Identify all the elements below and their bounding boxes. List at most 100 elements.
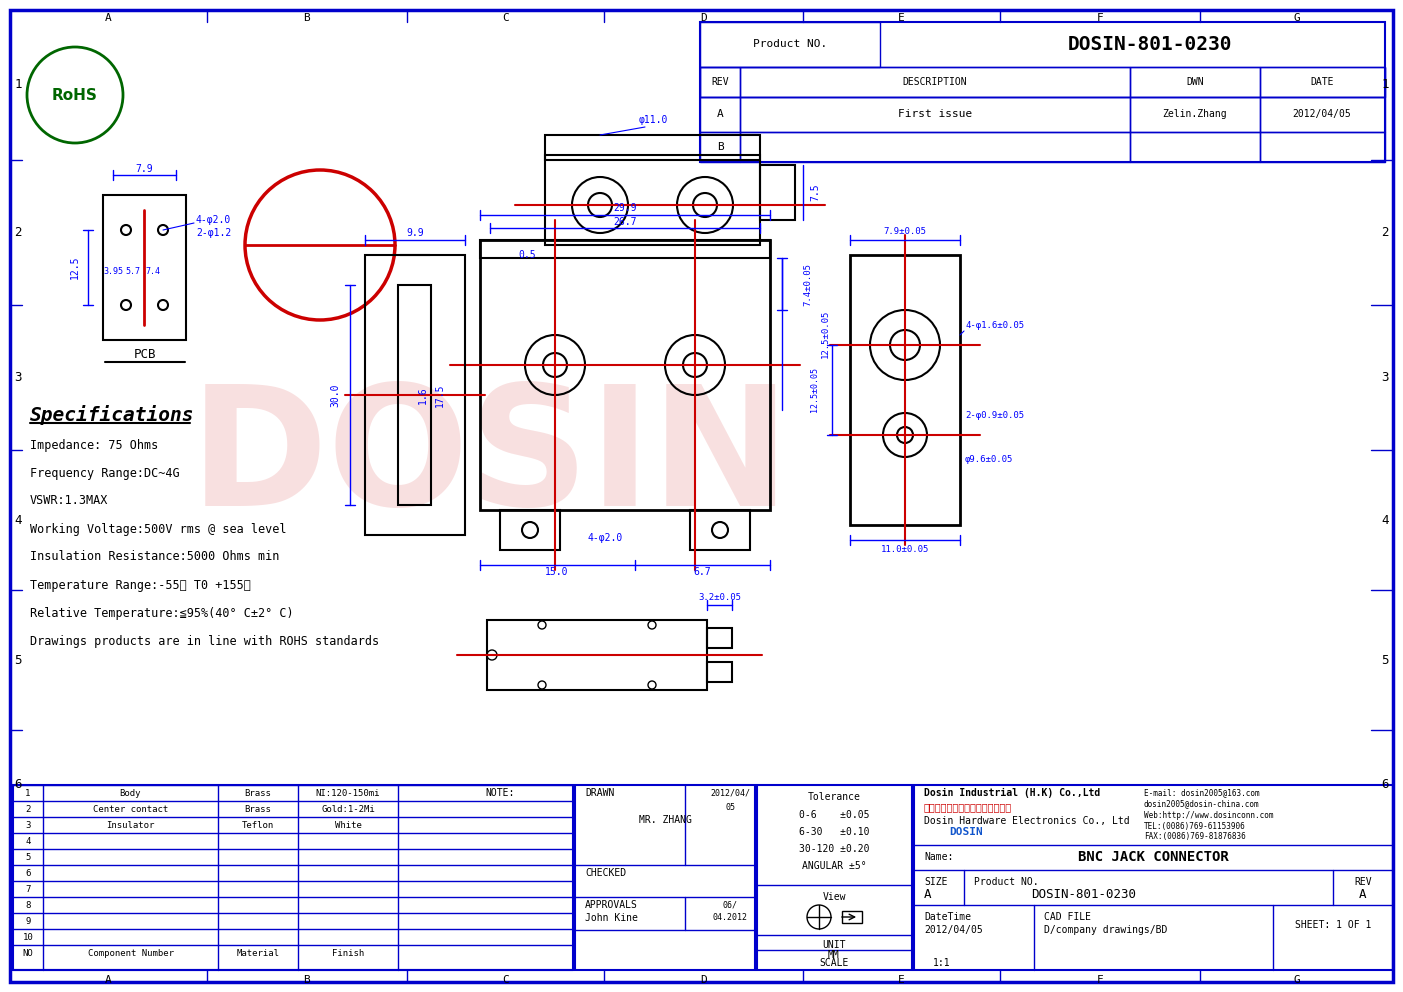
Text: NI:120-150mi: NI:120-150mi [316, 789, 380, 798]
Text: View: View [822, 892, 846, 902]
Text: 7.5: 7.5 [810, 184, 819, 200]
Text: Zelin.Zhang: Zelin.Zhang [1163, 109, 1228, 119]
Text: 05: 05 [725, 803, 735, 811]
Text: 9: 9 [25, 917, 31, 926]
Text: 29.9: 29.9 [613, 203, 637, 213]
Bar [700, 132, 739, 162]
Bar [398, 285, 431, 505]
Text: DOSIN: DOSIN [948, 827, 982, 837]
Bar [850, 255, 960, 525]
Text: 8: 8 [25, 901, 31, 910]
Text: D: D [700, 975, 707, 985]
Text: PCB: PCB [133, 348, 156, 361]
Text: 30.0: 30.0 [330, 383, 340, 407]
Bar [1260, 132, 1385, 162]
Text: 2-φ0.9±0.05: 2-φ0.9±0.05 [965, 411, 1024, 420]
Text: 26.7: 26.7 [613, 217, 637, 227]
Text: 2: 2 [1381, 226, 1389, 239]
Text: Product NO.: Product NO. [974, 877, 1038, 887]
Text: DESCRIPTION: DESCRIPTION [902, 77, 967, 87]
Text: John Kine: John Kine [585, 913, 638, 923]
Text: DRAWN: DRAWN [585, 788, 615, 798]
Bar [1129, 132, 1260, 162]
Text: 6-30   ±0.10: 6-30 ±0.10 [798, 827, 870, 837]
Text: C: C [502, 975, 509, 985]
Bar [700, 22, 880, 67]
Text: Relative Temperature:≦95%(40° C±2° C): Relative Temperature:≦95%(40° C±2° C) [29, 606, 293, 619]
Text: 0.5: 0.5 [518, 250, 536, 260]
Text: Body: Body [119, 789, 142, 798]
Text: Finish: Finish [333, 948, 365, 957]
Text: 5.7: 5.7 [125, 268, 140, 277]
Text: 4: 4 [25, 836, 31, 845]
Text: 1: 1 [14, 78, 22, 91]
Text: Component Number: Component Number [87, 948, 174, 957]
Text: φ9.6±0.05: φ9.6±0.05 [965, 455, 1013, 464]
Text: 7: 7 [25, 885, 31, 894]
Text: C: C [502, 13, 509, 23]
Text: REV: REV [711, 77, 728, 87]
Bar [1129, 97, 1260, 132]
Bar [690, 510, 751, 550]
Text: 7.9: 7.9 [135, 164, 153, 174]
Text: 12.5: 12.5 [70, 255, 80, 279]
Text: 0-6    ±0.05: 0-6 ±0.05 [798, 810, 870, 820]
Text: 2: 2 [14, 226, 22, 239]
Bar [102, 195, 187, 340]
Text: 7.9±0.05: 7.9±0.05 [884, 227, 926, 236]
Text: DATE: DATE [1310, 77, 1334, 87]
Text: 1:1: 1:1 [933, 958, 951, 968]
Bar [913, 785, 1393, 970]
Text: SHEET: 1 OF 1: SHEET: 1 OF 1 [1295, 920, 1371, 930]
Text: MM: MM [828, 950, 840, 960]
Text: CAD FILE: CAD FILE [1044, 912, 1092, 922]
Bar [739, 67, 1129, 97]
Text: APPROVALS: APPROVALS [585, 900, 638, 910]
Text: RoHS: RoHS [52, 87, 98, 102]
Text: White: White [334, 820, 362, 829]
Text: SCALE: SCALE [819, 958, 849, 968]
Text: Gold:1-2Mi: Gold:1-2Mi [321, 805, 375, 813]
Text: Material: Material [237, 948, 279, 957]
Bar [13, 785, 572, 970]
Text: 04.2012: 04.2012 [713, 914, 748, 923]
Text: NOTE:: NOTE: [485, 788, 515, 798]
Text: 4-φ2.0: 4-φ2.0 [588, 533, 623, 543]
Text: Working Voltage:500V rms @ sea level: Working Voltage:500V rms @ sea level [29, 523, 286, 536]
Text: 6: 6 [25, 869, 31, 878]
Text: Dosin Hardware Electronics Co., Ltd: Dosin Hardware Electronics Co., Ltd [925, 816, 1129, 826]
Text: 4: 4 [1381, 514, 1389, 527]
Text: 10: 10 [22, 932, 34, 941]
Text: Tolerance: Tolerance [808, 792, 860, 802]
Bar [575, 785, 755, 970]
Text: 15.0: 15.0 [546, 567, 568, 577]
Text: 4-φ1.6±0.05: 4-φ1.6±0.05 [965, 320, 1024, 329]
Bar [842, 911, 861, 923]
Text: BNC JACK CONNECTOR: BNC JACK CONNECTOR [1078, 850, 1229, 864]
Text: DWN: DWN [1186, 77, 1204, 87]
Text: E-mail: dosin2005@163.com: E-mail: dosin2005@163.com [1143, 789, 1260, 798]
Text: B: B [303, 975, 310, 985]
Bar [758, 785, 912, 970]
Text: φ11.0: φ11.0 [638, 115, 668, 125]
Text: 5: 5 [1381, 654, 1389, 667]
Text: DateTime: DateTime [925, 912, 971, 922]
Text: 12.5±0.05: 12.5±0.05 [821, 310, 829, 358]
Text: F: F [1097, 975, 1103, 985]
Text: TEL:(0086)769-61153906: TEL:(0086)769-61153906 [1143, 821, 1246, 830]
Text: D/company drawings/BD: D/company drawings/BD [1044, 925, 1167, 935]
Text: UNIT: UNIT [822, 940, 846, 950]
Bar [700, 97, 739, 132]
Text: 6: 6 [14, 779, 22, 792]
Text: VSWR:1.3MAX: VSWR:1.3MAX [29, 494, 108, 508]
Text: F: F [1097, 13, 1103, 23]
Text: First issue: First issue [898, 109, 972, 119]
Text: FAX:(0086)769-81876836: FAX:(0086)769-81876836 [1143, 832, 1246, 841]
Text: B: B [303, 13, 310, 23]
Text: Temperature Range:-55℃ T0 +155℃: Temperature Range:-55℃ T0 +155℃ [29, 578, 251, 591]
Text: Frequency Range:DC~4G: Frequency Range:DC~4G [29, 466, 180, 479]
Text: 17.5: 17.5 [435, 383, 445, 407]
Bar [760, 165, 796, 220]
Text: 2: 2 [25, 805, 31, 813]
Text: DOSIN: DOSIN [189, 379, 791, 542]
